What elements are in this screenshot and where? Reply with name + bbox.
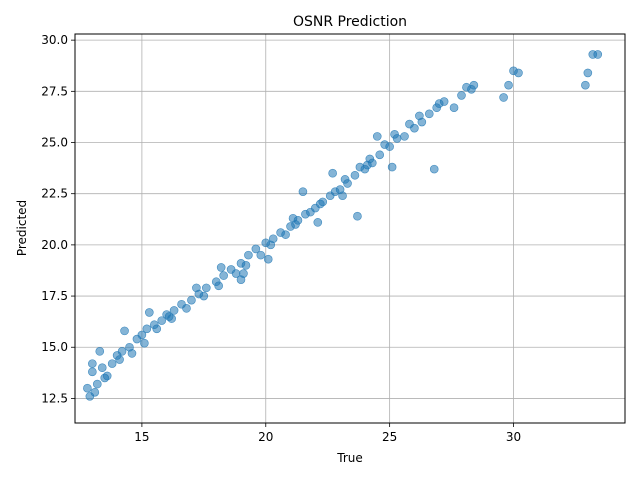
- scatter-point: [214, 281, 223, 291]
- scatter-point: [115, 355, 124, 364]
- scatter-point: [581, 80, 590, 90]
- scatter-point: [145, 308, 154, 317]
- scatter-point: [88, 367, 97, 377]
- scatter-point: [593, 50, 603, 59]
- x-tick-label: 30: [506, 430, 521, 444]
- scatter-point: [298, 187, 308, 196]
- y-axis-ticks: 12.5 15.0 17.5 20.0 22.5 25.0 27.5 30.0: [41, 33, 75, 405]
- y-tick-label: 12.5: [41, 391, 68, 405]
- scatter-point: [390, 130, 399, 139]
- chart-title: OSNR Prediction: [293, 14, 407, 30]
- scatter-point: [127, 349, 137, 358]
- scatter-point: [469, 80, 479, 90]
- x-tick-label: 20: [258, 430, 273, 444]
- scatter-point: [216, 263, 226, 272]
- scatter-point: [457, 91, 466, 100]
- scatter-point: [182, 304, 191, 313]
- scatter-point: [424, 109, 434, 119]
- scatter-point: [202, 283, 211, 293]
- scatter-point: [241, 261, 251, 270]
- scatter-point: [313, 218, 323, 227]
- scatter-point: [187, 295, 196, 305]
- x-axis-label: True: [336, 451, 363, 465]
- scatter-point: [363, 160, 372, 170]
- scatter-point: [514, 68, 523, 78]
- scatter-point: [340, 175, 350, 184]
- scatter-point: [219, 271, 228, 280]
- scatter-point: [256, 250, 266, 260]
- scatter-point: [167, 314, 176, 323]
- x-tick-label: 15: [134, 430, 149, 444]
- scatter-point: [281, 230, 290, 239]
- scatter-point: [328, 168, 337, 178]
- scatter-point: [449, 103, 459, 113]
- scatter-points: [83, 50, 603, 401]
- y-tick-label: 15.0: [41, 340, 68, 354]
- scatter-point: [169, 306, 179, 315]
- scatter-point: [353, 211, 362, 221]
- scatter-point: [350, 170, 360, 180]
- scatter-point: [315, 199, 325, 209]
- scatter-point: [251, 244, 261, 254]
- scatter-point: [387, 162, 397, 172]
- scatter-point: [192, 283, 201, 293]
- x-axis-ticks: 15 20 25 30: [134, 423, 521, 444]
- scatter-point: [199, 291, 209, 301]
- y-tick-label: 25.0: [41, 136, 68, 150]
- scatter-point: [583, 68, 593, 78]
- scatter-point: [244, 250, 253, 260]
- y-tick-label: 30.0: [41, 33, 68, 47]
- scatter-point: [338, 191, 347, 201]
- scatter-point: [266, 240, 276, 250]
- scatter-point: [504, 80, 513, 90]
- grid-lines: [75, 34, 625, 423]
- scatter-point: [306, 207, 315, 217]
- scatter-point: [355, 162, 365, 172]
- scatter-point: [439, 97, 449, 106]
- y-tick-label: 17.5: [41, 289, 68, 303]
- scatter-point: [83, 383, 92, 393]
- scatter-point: [100, 373, 110, 383]
- scatter-point: [288, 213, 298, 223]
- scatter-point: [142, 324, 152, 334]
- scatter-point: [88, 359, 97, 368]
- scatter-point: [263, 254, 273, 264]
- x-tick-label: 25: [382, 430, 397, 444]
- y-tick-label: 20.0: [41, 238, 68, 252]
- scatter-point: [380, 140, 389, 149]
- y-axis-label: Predicted: [15, 200, 29, 256]
- scatter-point: [400, 132, 409, 141]
- scatter-point: [152, 324, 162, 334]
- scatter-point: [330, 187, 340, 196]
- scatter-point: [137, 330, 147, 340]
- scatter-point: [97, 363, 107, 373]
- scatter-point: [93, 379, 102, 389]
- scatter-point: [140, 338, 149, 348]
- y-tick-label: 27.5: [41, 84, 68, 98]
- scatter-point: [375, 150, 385, 160]
- y-tick-label: 22.5: [41, 187, 68, 201]
- scatter-point: [372, 132, 382, 141]
- scatter-point: [415, 111, 424, 121]
- scatter-point: [117, 347, 127, 356]
- scatter-point: [120, 326, 129, 336]
- scatter-point: [90, 387, 100, 397]
- scatter-point: [157, 316, 167, 325]
- scatter-point: [429, 164, 439, 174]
- scatter-point: [95, 347, 105, 356]
- scatter-point: [405, 119, 414, 129]
- scatter-point: [107, 359, 117, 368]
- scatter-point: [499, 93, 508, 102]
- plot-frame: [74, 33, 626, 424]
- scatter-point: [236, 275, 246, 284]
